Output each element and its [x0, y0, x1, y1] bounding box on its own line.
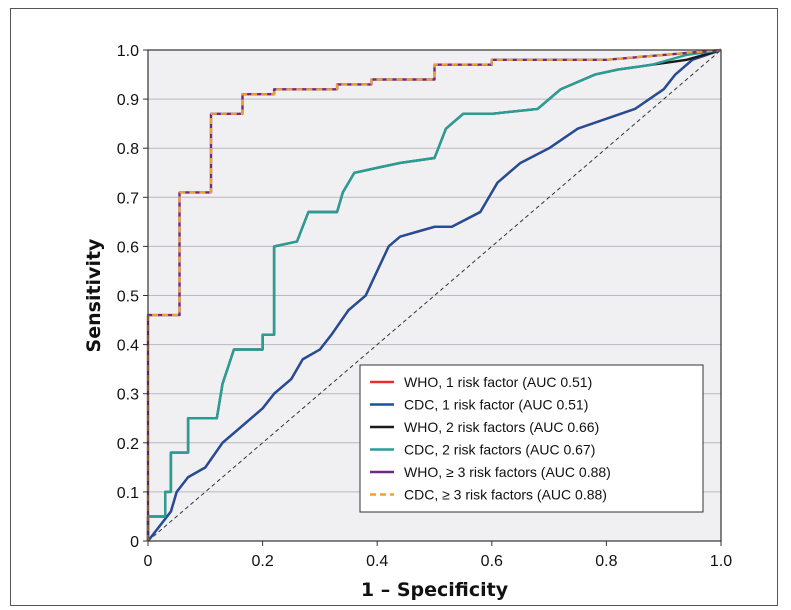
legend-label: CDC, 2 risk factors (AUC 0.67) [404, 442, 595, 458]
series-line-cdc-2-risk-factors-auc-0-67 [146, 48, 722, 541]
y-tick-label: 0.7 [117, 190, 139, 207]
y-tick-label: 0.3 [117, 387, 139, 404]
y-axis-title: Sensitivity [83, 238, 105, 352]
y-tick-label: 0.1 [117, 485, 139, 502]
series-line-cdc-1-risk-factor-auc-0-51 [147, 48, 722, 542]
y-tick-labels: 0 0.1 0.2 0.3 0.4 0.5 0.6 0.7 0.8 0.9 1.0 [117, 43, 148, 551]
y-tick-label: 0.6 [117, 239, 139, 256]
x-tick-label: 0.8 [595, 553, 617, 570]
y-tick-label: 0.2 [117, 436, 139, 453]
series-layer [146, 48, 722, 542]
series-line-cdc-3-risk-factors-auc-0-88 [146, 48, 722, 541]
y-tick-label: 1.0 [117, 43, 139, 60]
x-tick-labels: 0 0.2 0.4 0.6 0.8 1.0 [144, 541, 732, 570]
x-tick-label: 0 [144, 553, 153, 570]
x-tick-label: 1.0 [710, 553, 732, 570]
legend: WHO, 1 risk factor (AUC 0.51) CDC, 1 risk… [359, 364, 704, 513]
y-tick-label: 0.9 [117, 92, 139, 109]
y-tick-label: 0 [130, 534, 139, 551]
x-tick-label: 0.4 [366, 553, 388, 570]
legend-label: CDC, ≥ 3 risk factors (AUC 0.88) [404, 487, 607, 503]
x-tick-label: 0.6 [481, 553, 503, 570]
y-tick-label: 0.4 [117, 338, 139, 355]
legend-label: WHO, 2 risk factors (AUC 0.66) [404, 419, 599, 435]
x-tick-label: 0.2 [251, 553, 273, 570]
x-axis-title: 1 – Specificity [361, 579, 509, 601]
y-tick-label: 0.5 [117, 289, 139, 306]
legend-label: WHO, ≥ 3 risk factors (AUC 0.88) [404, 464, 611, 480]
y-tick-label: 0.8 [117, 141, 139, 158]
legend-box [359, 364, 704, 513]
legend-label: WHO, 1 risk factor (AUC 0.51) [404, 374, 592, 390]
legend-label: CDC, 1 risk factor (AUC 0.51) [404, 397, 588, 413]
